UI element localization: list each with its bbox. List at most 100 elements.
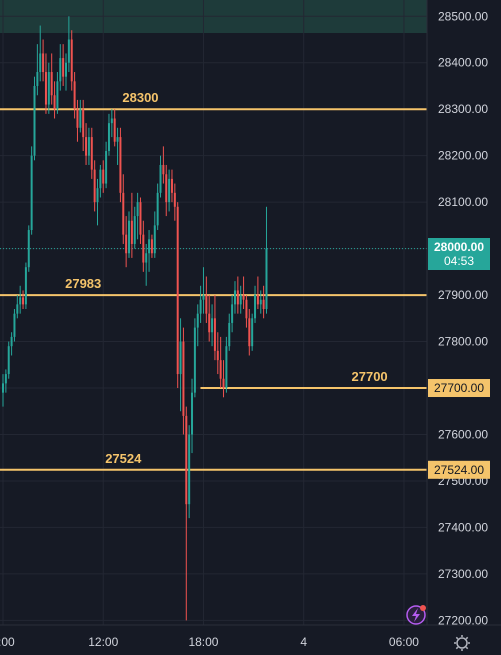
candle-body: [22, 297, 25, 305]
horizontal-levels[interactable]: 28300 27983 27700 27524: [0, 90, 427, 471]
candle-body: [65, 62, 68, 77]
candle-body: [196, 313, 199, 328]
candle-body: [193, 327, 196, 393]
candle-body: [159, 164, 162, 193]
price-tick-label: 28100.00: [438, 195, 488, 209]
candle-body: [70, 39, 73, 82]
candle-body: [239, 295, 242, 305]
candle-body: [13, 313, 16, 337]
price-tick-label: 28400.00: [438, 56, 488, 70]
candle-body: [136, 202, 139, 217]
candle-body: [199, 299, 202, 314]
candle-body: [110, 118, 113, 124]
candle-body: [7, 346, 10, 375]
candle-body: [211, 318, 214, 333]
candle-body: [145, 253, 148, 263]
candle-body: [130, 220, 133, 244]
level-label: 27524: [105, 451, 142, 466]
time-tick-label: 06:00: [389, 635, 419, 649]
candle-body: [254, 295, 257, 319]
level-badge-bg: [428, 379, 490, 398]
price-tick-label: 27600.00: [438, 427, 488, 441]
candle-body: [248, 318, 251, 347]
candle-body: [128, 220, 131, 254]
candle-body: [251, 318, 254, 347]
candle-body: [188, 434, 191, 505]
price-tick-label: 27900.00: [438, 288, 488, 302]
candle-body: [156, 192, 159, 226]
level-badge-label: 27700.00: [434, 381, 484, 395]
candle-body: [30, 155, 33, 231]
candle-body: [170, 178, 173, 193]
candle-body: [16, 304, 19, 314]
candle-body: [47, 72, 50, 105]
candle-body: [222, 378, 225, 389]
candle-body: [231, 304, 234, 323]
level-label: 28300: [122, 90, 158, 105]
level-label: 27983: [65, 276, 101, 291]
candle-body: [56, 81, 59, 110]
candle-body: [119, 137, 122, 193]
candle-body: [150, 239, 153, 254]
time-tick-label: 2:00: [0, 635, 15, 649]
candle-body: [2, 383, 4, 393]
candle-body: [19, 297, 22, 305]
candle-body: [173, 192, 176, 207]
candle-body: [236, 290, 239, 305]
countdown-timer: 04:53: [444, 254, 474, 268]
candle-body: [262, 299, 265, 310]
candles: [2, 16, 268, 621]
candle-body: [62, 58, 65, 77]
candle-body: [53, 95, 56, 110]
candle-body: [139, 202, 142, 235]
current-price-badge: 28000.00 04:53: [428, 238, 490, 270]
candle-body: [36, 72, 39, 86]
candle-body: [182, 341, 185, 416]
candle-body: [245, 299, 248, 319]
level-badges: 27700.00 27524.00: [428, 379, 490, 479]
candle-body: [208, 313, 211, 333]
level-badge-label: 27524.00: [434, 463, 484, 477]
candle-body: [176, 206, 179, 375]
candle-body: [24, 267, 27, 305]
price-tick-label: 28200.00: [438, 149, 488, 163]
candle-body: [33, 85, 36, 156]
gear-icon[interactable]: [454, 635, 470, 651]
candle-body: [259, 299, 262, 305]
price-tick-label: 27400.00: [438, 520, 488, 534]
candle-body: [225, 346, 228, 389]
candle-body: [67, 39, 70, 63]
current-price-value: 28000.00: [434, 240, 484, 254]
candle-body: [79, 109, 82, 128]
candle-body: [42, 53, 45, 73]
candle-body: [228, 322, 231, 347]
candle-body: [133, 216, 136, 244]
candle-body: [185, 415, 188, 505]
price-tick-label: 28300.00: [438, 102, 488, 116]
candle-body: [256, 295, 259, 305]
candle-body: [90, 137, 93, 170]
price-axis[interactable]: [427, 0, 501, 625]
candle-body: [85, 137, 88, 156]
level-badge-bg: [428, 460, 490, 479]
candle-body: [73, 81, 76, 110]
candle-body: [59, 58, 62, 82]
candle-body: [148, 239, 151, 254]
candle-body: [116, 137, 119, 142]
lightning-icon[interactable]: [406, 605, 426, 625]
price-tick-label: 28500.00: [438, 9, 488, 23]
candle-body: [105, 151, 108, 184]
time-axis-labels[interactable]: 2:00 12:00 18:00 4 06:00: [0, 635, 419, 649]
candle-body: [219, 360, 222, 379]
candle-body: [50, 72, 53, 96]
candle-body: [4, 374, 7, 384]
price-tick-label: 27200.00: [438, 613, 488, 627]
candle-body: [153, 225, 156, 254]
candle-body: [10, 336, 13, 347]
candle-body: [179, 341, 182, 375]
candle-body: [205, 295, 208, 314]
candle-body: [216, 350, 219, 361]
candle-body: [27, 230, 30, 268]
time-tick-label: 18:00: [188, 635, 218, 649]
